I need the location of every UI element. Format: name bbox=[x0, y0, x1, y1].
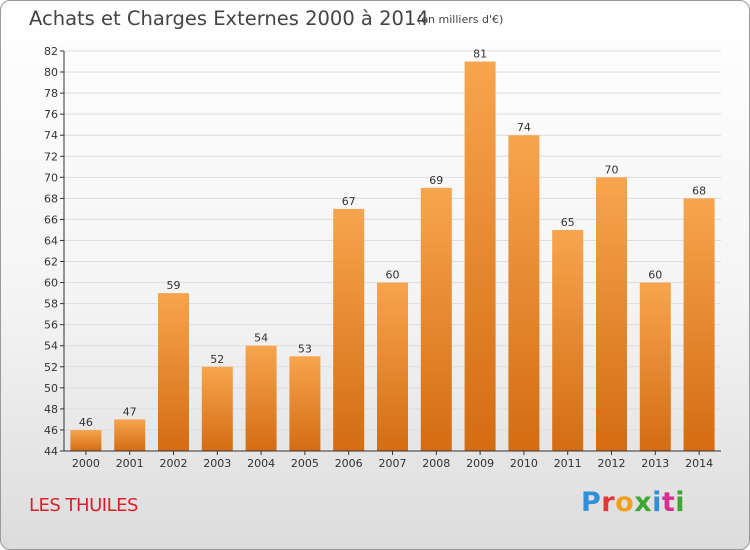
logo-letter: i bbox=[675, 487, 686, 518]
y-tick-label: 68 bbox=[44, 192, 58, 205]
y-tick-label: 52 bbox=[44, 361, 58, 374]
y-tick-label: 56 bbox=[44, 319, 58, 332]
bar-value-label: 54 bbox=[254, 332, 268, 345]
y-tick-label: 74 bbox=[44, 129, 58, 142]
bar-2014 bbox=[683, 198, 715, 451]
bar-2007 bbox=[377, 282, 408, 451]
proxiti-logo: Proxiti bbox=[581, 487, 685, 518]
logo-letter: i bbox=[652, 487, 662, 518]
logo-letter: r bbox=[601, 487, 616, 518]
bar-value-label: 70 bbox=[605, 163, 619, 176]
bar-value-label: 59 bbox=[167, 279, 181, 292]
bar-2005 bbox=[289, 356, 321, 451]
logo-letter: o bbox=[615, 487, 635, 518]
bar-2009 bbox=[464, 61, 496, 452]
bar-value-label: 60 bbox=[386, 269, 400, 282]
y-tick-label: 76 bbox=[44, 108, 58, 121]
chart-subtitle: (en milliers d'€) bbox=[417, 13, 504, 26]
bar-value-label: 65 bbox=[561, 216, 575, 229]
y-tick-label: 50 bbox=[44, 382, 58, 395]
bar-2002 bbox=[158, 293, 189, 451]
x-tick-label: 2011 bbox=[554, 457, 582, 470]
bar-value-label: 47 bbox=[123, 405, 137, 418]
x-tick-label: 2008 bbox=[422, 457, 450, 470]
y-tick-label: 78 bbox=[44, 87, 58, 100]
bar-2012 bbox=[596, 177, 627, 451]
bar-value-label: 60 bbox=[648, 269, 662, 282]
bar-value-label: 69 bbox=[429, 174, 443, 187]
commune-name: LES THUILES bbox=[29, 495, 138, 516]
bars: 46 47 59 52 54 53 67 60 69 81 74 65 70 60 68 bbox=[70, 48, 715, 452]
bar-2006 bbox=[333, 208, 365, 451]
x-tick-label: 2001 bbox=[116, 457, 144, 470]
bar-2004 bbox=[245, 345, 277, 451]
y-tick-label: 82 bbox=[44, 45, 58, 58]
y-tick-label: 60 bbox=[44, 277, 58, 290]
x-tick-label: 2009 bbox=[466, 457, 494, 470]
bar-value-label: 68 bbox=[692, 184, 706, 197]
logo-letter: P bbox=[581, 487, 602, 518]
bar-value-label: 46 bbox=[79, 416, 93, 429]
y-tick-label: 70 bbox=[44, 171, 58, 184]
bar-2001 bbox=[114, 419, 146, 451]
y-tick-label: 64 bbox=[44, 234, 58, 247]
bar-value-label: 81 bbox=[473, 48, 487, 61]
x-tick-label: 2002 bbox=[160, 457, 188, 470]
axes: 44 46 48 50 52 54 56 58 60 62 64 66 68 70 72 74 76 78 80 82… bbox=[44, 45, 721, 470]
logo-letter: x bbox=[634, 487, 653, 518]
y-tick-label: 62 bbox=[44, 256, 58, 269]
x-tick-label: 2005 bbox=[291, 457, 319, 470]
x-tick-label: 2014 bbox=[685, 457, 713, 470]
y-tick-label: 80 bbox=[44, 66, 58, 79]
x-tick-label: 2006 bbox=[335, 457, 363, 470]
x-tick-label: 2004 bbox=[247, 457, 275, 470]
bar-2000 bbox=[70, 429, 102, 451]
y-tick-label: 48 bbox=[44, 403, 58, 416]
logo-letter: t bbox=[661, 487, 676, 518]
x-tick-label: 2000 bbox=[72, 457, 100, 470]
y-tick-label: 58 bbox=[44, 298, 58, 311]
bar-value-label: 53 bbox=[298, 342, 312, 355]
y-tick-label: 66 bbox=[44, 213, 58, 226]
x-tick-label: 2007 bbox=[379, 457, 407, 470]
x-tick-label: 2010 bbox=[510, 457, 538, 470]
bar-2010 bbox=[508, 135, 540, 452]
x-tick-label: 2013 bbox=[641, 457, 669, 470]
x-tick-label: 2012 bbox=[598, 457, 626, 470]
y-tick-label: 54 bbox=[44, 340, 58, 353]
y-tick-label: 46 bbox=[44, 424, 58, 437]
chart-title: Achats et Charges Externes 2000 à 2014 bbox=[29, 7, 429, 30]
bar-2008 bbox=[420, 187, 452, 451]
x-tick-label: 2003 bbox=[203, 457, 231, 470]
y-tick-label: 44 bbox=[44, 445, 58, 458]
bar-2011 bbox=[552, 229, 584, 451]
bar-2013 bbox=[639, 282, 671, 451]
y-tick-label: 72 bbox=[44, 150, 58, 163]
bar-value-label: 74 bbox=[517, 121, 531, 134]
bar-value-label: 52 bbox=[210, 353, 224, 366]
bar-value-label: 67 bbox=[342, 195, 356, 208]
bar-2003 bbox=[201, 366, 233, 451]
